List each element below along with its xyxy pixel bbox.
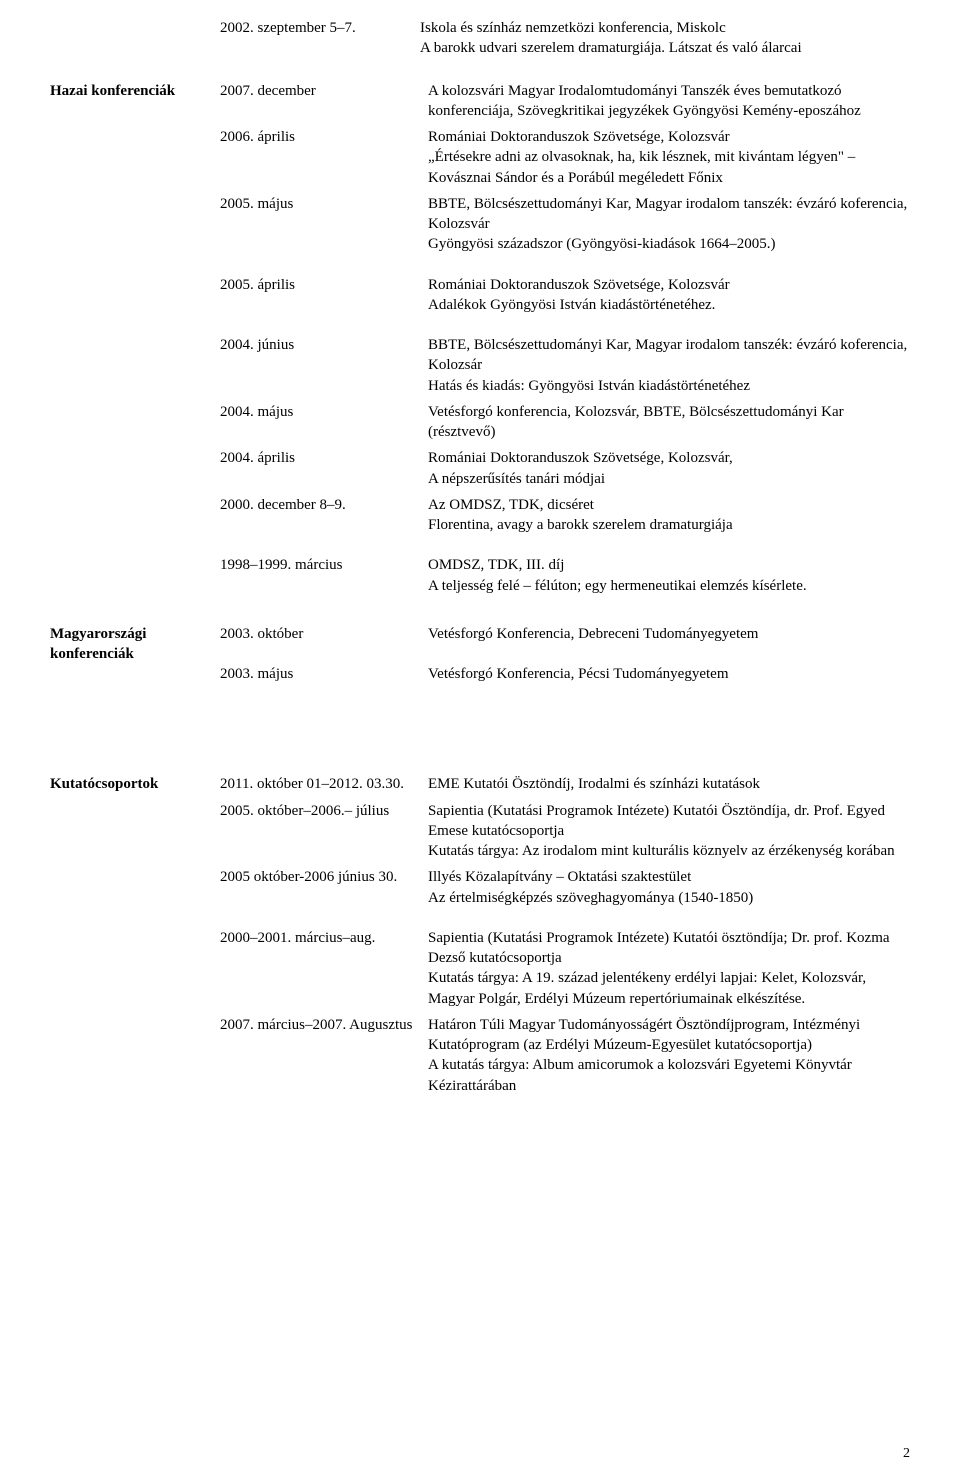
hazai-rows3: 2004. júniusBBTE, Bölcsészettudományi Ka… — [220, 335, 910, 535]
entry-row: 2006. áprilisRomániai Doktoranduszok Szö… — [220, 127, 910, 188]
entry-date: 2003. május — [220, 664, 428, 684]
magyar-section: Magyarországi konferenciák 2003. október… — [50, 624, 910, 691]
entry-date: 2007. december — [220, 81, 428, 101]
hazai-rows4: 1998–1999. márciusOMDSZ, TDK, III. díjA … — [220, 555, 910, 596]
magyar-label: Magyarországi konferenciák — [50, 624, 220, 665]
entry-date: 2000. december 8–9. — [220, 495, 428, 515]
page-number: 2 — [903, 1445, 910, 1464]
entry-date: 2007. március–2007. Augusztus — [220, 1015, 428, 1035]
kutato-section: Kutatócsoportok 2011. október 01–2012. 0… — [50, 774, 910, 1102]
entry-desc: Sapientia (Kutatási Programok Intézete) … — [428, 928, 910, 1009]
entry-date: 2005. október–2006.– július — [220, 801, 428, 821]
hazai-rows1: 2007. decemberA kolozsvári Magyar Irodal… — [220, 81, 910, 255]
entry-desc: Vetésforgó Konferencia, Debreceni Tudomá… — [428, 624, 910, 644]
entry-date: 2003. október — [220, 624, 428, 644]
entry-desc: Határon Túli Magyar Tudományosságért Ösz… — [428, 1015, 910, 1096]
kutato-rows2: 2000–2001. március–aug.Sapientia (Kutatá… — [220, 928, 910, 1096]
entry-date: 2005. április — [220, 275, 428, 295]
entry-date: 1998–1999. március — [220, 555, 428, 575]
top-row: 2002. szeptember 5–7. Iskola és színház … — [50, 18, 910, 59]
entry-desc: Vetésforgó Konferencia, Pécsi Tudományeg… — [428, 664, 910, 684]
entry-row: 2011. október 01–2012. 03.30.EME Kutatói… — [220, 774, 910, 794]
hazai-section: Hazai konferenciák 2007. decemberA koloz… — [50, 81, 910, 602]
entry-row: 2000. december 8–9.Az OMDSZ, TDK, dicsér… — [220, 495, 910, 536]
entry-date: 2004. május — [220, 402, 428, 422]
entry-row: 2003. októberVetésforgó Konferencia, Deb… — [220, 624, 910, 644]
entry-row: 1998–1999. márciusOMDSZ, TDK, III. díjA … — [220, 555, 910, 596]
entry-desc: Romániai Doktoranduszok Szövetsége, Kolo… — [428, 127, 910, 188]
hazai-label: Hazai konferenciák — [50, 81, 220, 101]
entry-desc: Vetésforgó konferencia, Kolozsvár, BBTE,… — [428, 402, 910, 443]
entry-date: 2011. október 01–2012. 03.30. — [220, 774, 428, 794]
entry-desc: A kolozsvári Magyar Irodalomtudományi Ta… — [428, 81, 910, 122]
entry-row: 2004. júniusBBTE, Bölcsészettudományi Ka… — [220, 335, 910, 396]
kutato-label: Kutatócsoportok — [50, 774, 220, 794]
entry-desc: Illyés Közalapítvány – Oktatási szaktest… — [428, 867, 910, 908]
entry-desc: Az OMDSZ, TDK, dicséretFlorentina, avagy… — [428, 495, 910, 536]
entry-date: 2006. április — [220, 127, 428, 147]
entry-row: 2005. májusBBTE, Bölcsészettudományi Kar… — [220, 194, 910, 255]
entry-desc: Romániai Doktoranduszok Szövetsége, Kolo… — [428, 275, 910, 316]
entry-row: 2000–2001. március–aug.Sapientia (Kutatá… — [220, 928, 910, 1009]
entry-desc: BBTE, Bölcsészettudományi Kar, Magyar ir… — [428, 335, 910, 396]
entry-desc: Sapientia (Kutatási Programok Intézete) … — [428, 801, 910, 862]
entry-row: 2004. áprilisRomániai Doktoranduszok Szö… — [220, 448, 910, 489]
entry-row: 2005 október-2006 június 30.Illyés Közal… — [220, 867, 910, 908]
entry-desc: Romániai Doktoranduszok Szövetsége, Kolo… — [428, 448, 910, 489]
entry-desc: OMDSZ, TDK, III. díjA teljesség felé – f… — [428, 555, 910, 596]
magyar-rows2: 2003. májusVetésforgó Konferencia, Pécsi… — [220, 664, 910, 684]
hazai-rows2: 2005. áprilisRomániai Doktoranduszok Szö… — [220, 275, 910, 316]
kutato-rows1: 2011. október 01–2012. 03.30.EME Kutatói… — [220, 774, 910, 908]
entry-row: 2007. decemberA kolozsvári Magyar Irodal… — [220, 81, 910, 122]
entry-row: 2003. májusVetésforgó Konferencia, Pécsi… — [220, 664, 910, 684]
entry-date: 2005. május — [220, 194, 428, 214]
top-date: 2002. szeptember 5–7. — [220, 18, 420, 38]
entry-desc: BBTE, Bölcsészettudományi Kar, Magyar ir… — [428, 194, 910, 255]
top-desc: Iskola és színház nemzetközi konferencia… — [420, 18, 910, 59]
magyar-rows1: 2003. októberVetésforgó Konferencia, Deb… — [220, 624, 910, 644]
entry-row: 2007. március–2007. AugusztusHatáron Túl… — [220, 1015, 910, 1096]
entry-date: 2004. június — [220, 335, 428, 355]
entry-desc: EME Kutatói Ösztöndíj, Irodalmi és szính… — [428, 774, 910, 794]
entry-date: 2005 október-2006 június 30. — [220, 867, 428, 887]
entry-row: 2005. áprilisRomániai Doktoranduszok Szö… — [220, 275, 910, 316]
entry-date: 2004. április — [220, 448, 428, 468]
entry-row: 2005. október–2006.– júliusSapientia (Ku… — [220, 801, 910, 862]
entry-row: 2004. májusVetésforgó konferencia, Koloz… — [220, 402, 910, 443]
entry-date: 2000–2001. március–aug. — [220, 928, 428, 948]
